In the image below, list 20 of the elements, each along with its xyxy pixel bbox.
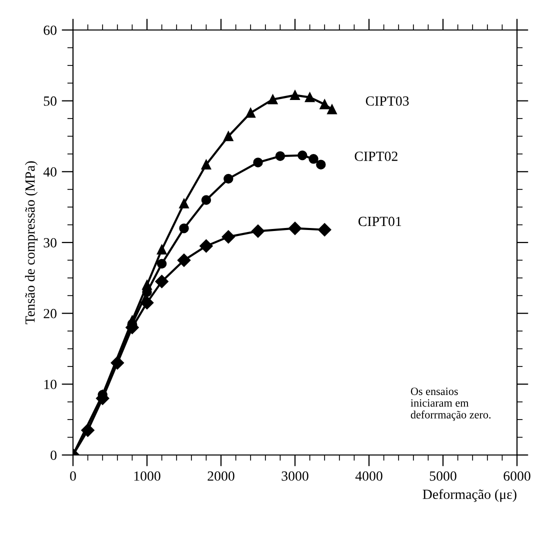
- x-tick-label: 6000: [504, 471, 530, 481]
- x-tick-label: 2000: [208, 471, 234, 481]
- x-tick-label: 4000: [355, 471, 382, 481]
- y-tick-label: 30: [44, 238, 56, 248]
- y-tick-label: 20: [44, 308, 56, 318]
- annotation: Os ensaios iniciaram em deforrmação zero.: [410, 388, 491, 421]
- x-tick-label: 3000: [282, 471, 308, 481]
- y-axis-title: Tensão de compressão (MPa): [24, 161, 38, 324]
- y-tick-label: 50: [44, 96, 56, 106]
- x-tick-label: 5000: [430, 471, 456, 481]
- x-axis-title: Deformação (με): [422, 489, 516, 502]
- x-tick-label: 1000: [134, 471, 160, 481]
- x-tick-label: 0: [70, 471, 76, 481]
- text: CIPT01: [358, 216, 402, 226]
- y-tick-label: 40: [43, 167, 56, 177]
- text: CIPT03: [366, 96, 409, 106]
- y-tick-label: 0: [50, 450, 56, 460]
- y-tick-label: 60: [44, 26, 56, 35]
- text: CIPT02: [354, 152, 398, 161]
- y-tick-label: 10: [44, 380, 56, 390]
